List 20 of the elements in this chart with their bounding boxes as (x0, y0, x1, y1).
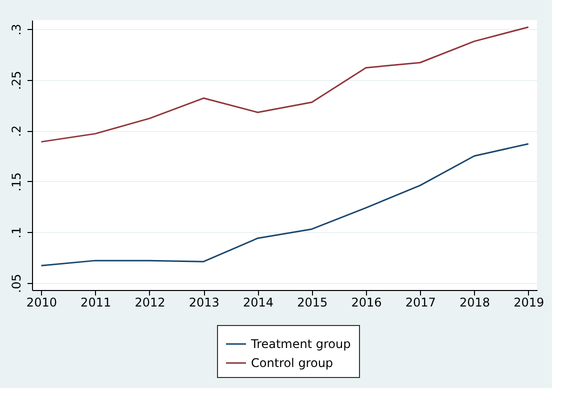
x-tick-label: 2015 (297, 296, 328, 310)
line-series (40, 26, 530, 143)
x-tick-label: 2019 (514, 296, 544, 310)
x-tick-label: 2018 (459, 296, 490, 310)
x-tick-label: 2017 (405, 296, 436, 310)
y-tick-label: .2 (10, 125, 24, 137)
x-tick-label: 2016 (351, 296, 382, 310)
y-tick-label: .1 (10, 226, 24, 238)
legend-label: Treatment group (250, 337, 351, 351)
y-tick-label: .05 (10, 274, 24, 293)
x-tick-label: 2013 (188, 296, 220, 310)
y-tick-label: .3 (10, 24, 24, 36)
x-tick-label: 2012 (134, 296, 166, 310)
x-tick-label: 2010 (26, 296, 57, 310)
line-series (40, 143, 530, 266)
y-tick-label: .15 (10, 172, 24, 192)
y-tick-label: .25 (10, 70, 24, 90)
x-tick-label: 2011 (80, 296, 112, 310)
x-tick-label: 2014 (242, 296, 274, 310)
legend-label: Control group (251, 356, 334, 370)
